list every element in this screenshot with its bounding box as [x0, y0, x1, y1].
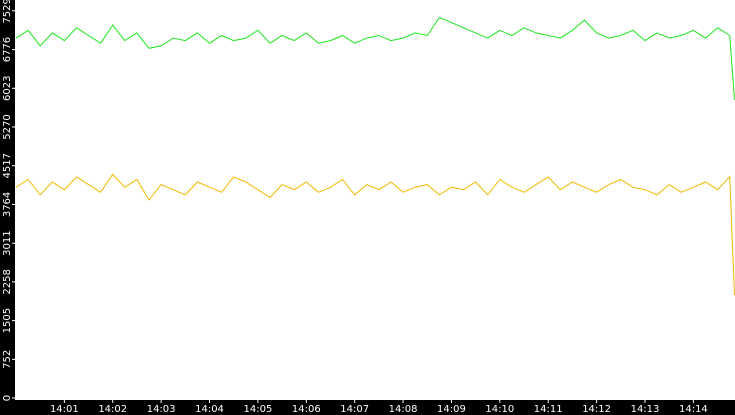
- x-tick-label: 14:13: [631, 404, 660, 415]
- x-tick-label: 14:10: [485, 404, 514, 415]
- x-tick-label: 14:02: [98, 404, 127, 415]
- y-tick-label: 7529: [2, 0, 13, 24]
- y-tick-label: 2258: [2, 269, 13, 294]
- y-axis-strip: [0, 0, 15, 415]
- y-tick-label: 0: [2, 395, 13, 401]
- y-tick-label: 1505: [2, 308, 13, 333]
- y-tick-label: 6776: [2, 37, 13, 62]
- x-tick-label: 14:03: [147, 404, 176, 415]
- x-tick-label: 14:09: [437, 404, 466, 415]
- x-tick-label: 14:07: [340, 404, 369, 415]
- x-tick-label: 14:04: [195, 404, 224, 415]
- series-line: [15, 16, 735, 100]
- y-tick-label: 5270: [2, 114, 13, 139]
- x-tick-label: 14:05: [243, 404, 272, 415]
- y-tick-label: 6023: [2, 76, 13, 101]
- x-tick-label: 14:01: [50, 404, 79, 415]
- y-tick-label: 3764: [2, 192, 13, 217]
- y-tick-label: 752: [2, 350, 13, 369]
- series-line: [15, 173, 735, 296]
- x-tick-label: 14:06: [292, 404, 321, 415]
- x-tick-label: 14:08: [389, 404, 418, 415]
- x-axis-strip: [0, 400, 735, 415]
- y-tick-label: 3011: [2, 230, 13, 255]
- x-tick-label: 14:14: [679, 404, 708, 415]
- x-tick-label: 14:12: [582, 404, 611, 415]
- y-tick-label: 4517: [2, 153, 13, 178]
- x-tick-label: 14:11: [534, 404, 563, 415]
